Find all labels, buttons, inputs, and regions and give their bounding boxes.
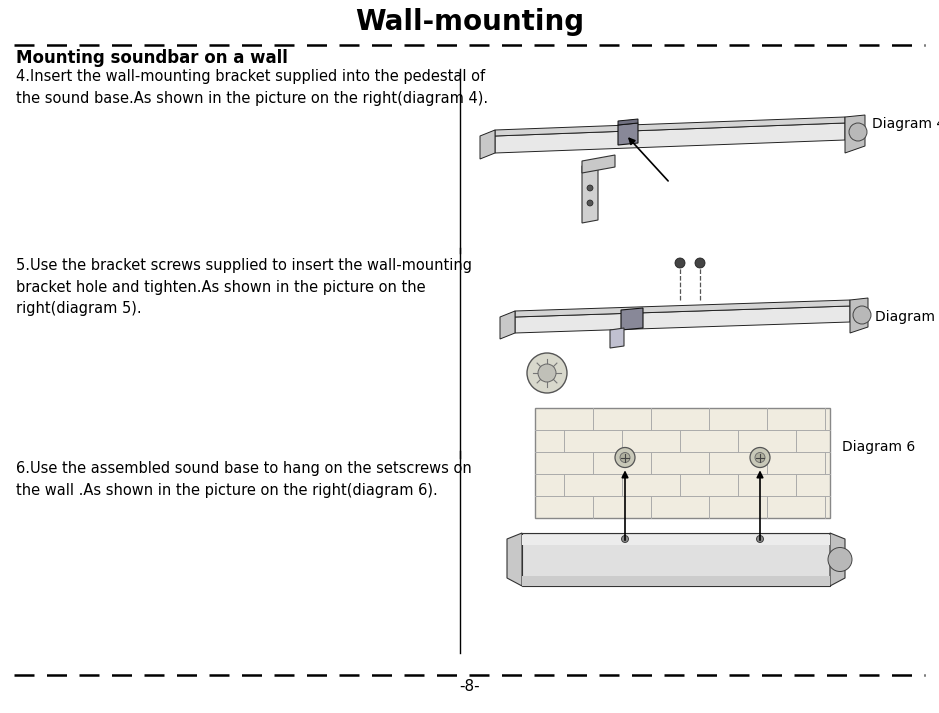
Text: -8-: -8- xyxy=(459,679,480,694)
Circle shape xyxy=(750,448,770,468)
Circle shape xyxy=(527,353,567,393)
Text: Diagram 6: Diagram 6 xyxy=(842,440,916,454)
Circle shape xyxy=(620,453,630,463)
Text: Diagram 4: Diagram 4 xyxy=(872,117,939,131)
Text: Mounting soundbar on a wall: Mounting soundbar on a wall xyxy=(16,49,288,67)
Polygon shape xyxy=(830,533,845,586)
Circle shape xyxy=(849,123,867,141)
Polygon shape xyxy=(618,119,638,125)
Polygon shape xyxy=(610,328,624,348)
Circle shape xyxy=(675,258,685,268)
Text: 4.Insert the wall-mounting bracket supplied into the pedestal of
the sound base.: 4.Insert the wall-mounting bracket suppl… xyxy=(16,69,488,106)
Polygon shape xyxy=(500,311,515,339)
Text: 6.Use the assembled sound base to hang on the setscrews on
the wall .As shown in: 6.Use the assembled sound base to hang o… xyxy=(16,461,471,498)
Polygon shape xyxy=(495,117,845,136)
Bar xyxy=(522,533,830,586)
Polygon shape xyxy=(850,298,868,333)
Circle shape xyxy=(587,185,593,191)
Bar xyxy=(522,535,830,545)
Polygon shape xyxy=(507,533,522,586)
Polygon shape xyxy=(480,130,495,159)
Polygon shape xyxy=(515,306,850,333)
Circle shape xyxy=(828,548,852,572)
Polygon shape xyxy=(495,123,845,153)
Polygon shape xyxy=(582,163,598,223)
Polygon shape xyxy=(618,123,638,145)
Circle shape xyxy=(587,200,593,206)
Circle shape xyxy=(695,258,705,268)
Polygon shape xyxy=(621,308,643,330)
Bar xyxy=(522,576,830,586)
Polygon shape xyxy=(515,300,850,317)
Circle shape xyxy=(853,306,871,324)
Circle shape xyxy=(755,453,765,463)
Circle shape xyxy=(757,535,763,543)
Circle shape xyxy=(622,535,628,543)
Text: 5.Use the bracket screws supplied to insert the wall-mounting
bracket hole and t: 5.Use the bracket screws supplied to ins… xyxy=(16,258,472,316)
Text: Wall-mounting: Wall-mounting xyxy=(355,8,584,36)
Circle shape xyxy=(615,448,635,468)
Circle shape xyxy=(538,364,556,382)
Polygon shape xyxy=(582,155,615,173)
Bar xyxy=(535,408,830,518)
Text: Diagram 5: Diagram 5 xyxy=(875,310,939,324)
Polygon shape xyxy=(845,115,865,153)
